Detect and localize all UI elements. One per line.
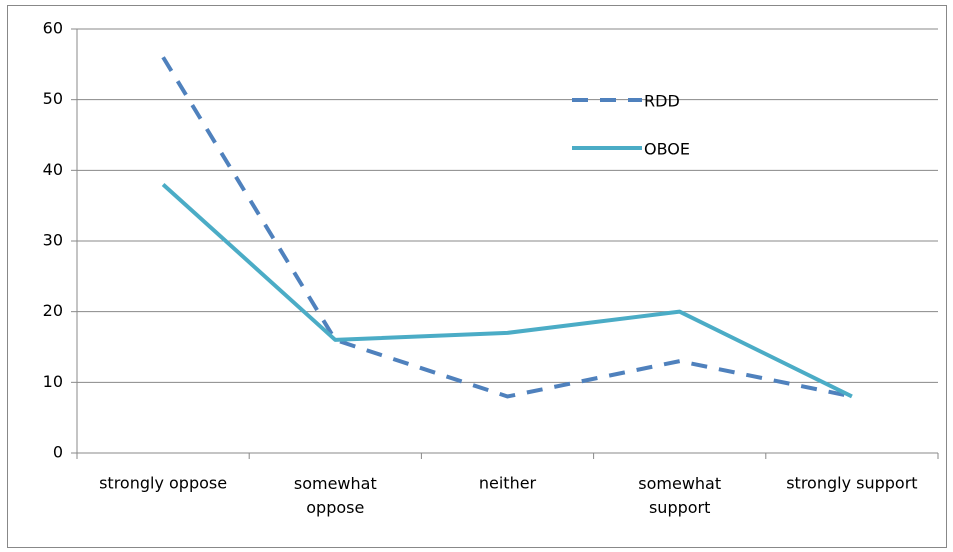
x-tick-label: somewhat oppose <box>294 474 377 517</box>
y-tick-label: 50 <box>43 89 63 108</box>
chart-frame <box>7 5 947 548</box>
x-tick-label: strongly oppose <box>99 474 227 493</box>
y-tick-label: 30 <box>43 231 63 250</box>
x-tick-label: somewhat support <box>638 474 721 517</box>
y-tick-label: 20 <box>43 301 63 320</box>
line-series <box>161 56 853 399</box>
x-tick-label: neither <box>479 474 537 493</box>
y-tick-label: 40 <box>43 160 63 179</box>
legend-label: OBOE <box>644 140 690 159</box>
y-tick-label: 0 <box>53 443 63 462</box>
y-tick-label: 60 <box>43 19 63 38</box>
legend-label: RDD <box>644 92 680 111</box>
y-tick-label: 10 <box>43 372 63 391</box>
x-tick-label: strongly support <box>786 474 917 493</box>
line-series <box>161 182 853 399</box>
